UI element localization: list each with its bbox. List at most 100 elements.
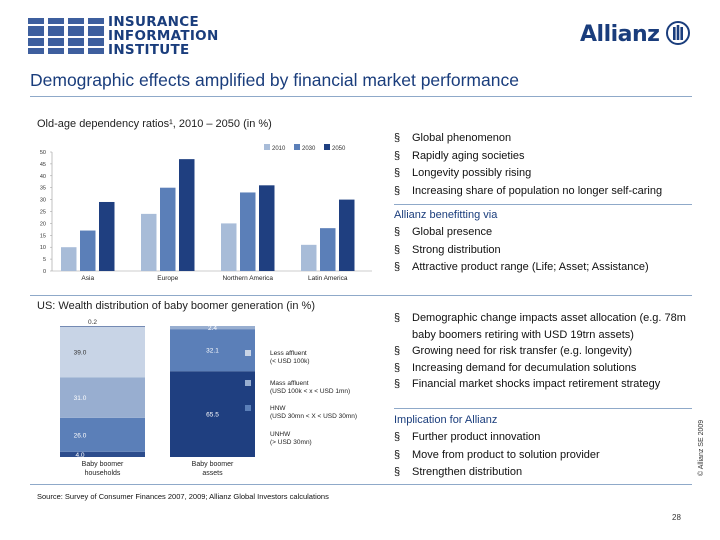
bar-2050-europe xyxy=(179,159,195,271)
bullet-top-1: Global phenomenon xyxy=(394,130,704,148)
bullet-top-3: Longevity possibly rising xyxy=(394,165,704,183)
legend-label-line2: (USD 30mn < X < USD 30mn) xyxy=(270,413,357,420)
copyright: © Allianz SE 2009 xyxy=(698,419,705,476)
stack-segment xyxy=(60,451,145,457)
bullet-impl-3: Strengthen distribution xyxy=(394,464,694,482)
y-tick-label: 30 xyxy=(40,198,46,204)
separator-4 xyxy=(30,484,692,485)
data-label: 31.0 xyxy=(74,395,87,402)
implication-heading: Implication for Allianz xyxy=(394,414,498,426)
x-tick-label: Northern America xyxy=(222,275,273,282)
legend-swatch-2010 xyxy=(264,144,270,150)
x-tick-label-line1: Baby boomer xyxy=(192,461,234,468)
bar-2030-northern-america xyxy=(240,192,256,271)
stack-segment xyxy=(60,326,145,378)
legend-swatch xyxy=(245,405,251,411)
data-label: 39.0 xyxy=(74,349,87,356)
bullets-implication: Further product innovation Move from pro… xyxy=(394,429,694,482)
x-tick-label-line2: assets xyxy=(202,470,223,477)
bullet-top-4: Increasing share of population no longer… xyxy=(394,183,704,201)
y-tick-label: 5 xyxy=(43,257,46,263)
bullets-top: Global phenomenon Rapidly aging societie… xyxy=(394,130,704,200)
bar-2050-latin-america xyxy=(339,199,355,271)
bullet-mid-3: Increasing demand for decumulation solut… xyxy=(394,360,696,377)
benefit-heading: Allianz benefitting via xyxy=(394,209,498,221)
x-tick-label: Europe xyxy=(157,275,178,282)
legend-label: UNHW xyxy=(270,431,291,438)
legend-label: HNW xyxy=(270,405,286,412)
bullet-benefit-3: Attractive product range (Life; Asset; A… xyxy=(394,259,704,277)
legend-label: Mass affluent xyxy=(270,380,309,387)
x-tick-label-line1: Baby boomer xyxy=(82,461,124,468)
bullets-benefit: Global presence Strong distribution Attr… xyxy=(394,224,704,277)
bullet-impl-2: Move from product to solution provider xyxy=(394,447,694,465)
iii-line-2: INFORMATION xyxy=(108,28,219,44)
bar-2030-europe xyxy=(160,187,176,271)
legend-label-line2: (< USD 100k) xyxy=(270,358,310,365)
legend-label-2050: 2050 xyxy=(332,146,346,152)
y-tick-label: 20 xyxy=(40,221,46,227)
legend-label: Less affluent xyxy=(270,350,307,357)
x-tick-label: Latin America xyxy=(308,275,348,282)
stack-segment xyxy=(60,326,145,327)
legend-swatch-2050 xyxy=(324,144,330,150)
legend-label-2030: 2030 xyxy=(302,146,316,152)
data-label: 4.0 xyxy=(75,452,84,459)
y-tick-label: 10 xyxy=(40,245,46,251)
y-tick-label: 35 xyxy=(40,186,46,192)
bar-2010-latin-america xyxy=(301,244,317,271)
y-tick-label: 0 xyxy=(43,269,46,275)
iii-line-3: INSTITUTE xyxy=(108,42,190,58)
bar-2010-europe xyxy=(141,213,157,271)
bullet-mid-4: Financial market shocks impact retiremen… xyxy=(394,376,696,393)
stack-segment xyxy=(170,371,255,457)
stack-segment xyxy=(170,329,255,372)
legend-swatch xyxy=(245,350,251,356)
source-note: Source: Survey of Consumer Finances 2007… xyxy=(37,492,329,501)
bar-2050-northern-america xyxy=(259,185,275,271)
top-chart-subtitle: Old-age dependency ratios¹, 2010 – 2050 … xyxy=(37,118,272,130)
legend-swatch xyxy=(245,380,251,386)
legend-label-line2: (> USD 30mn) xyxy=(270,439,312,446)
bullet-benefit-2: Strong distribution xyxy=(394,242,704,260)
bullet-top-2: Rapidly aging societies xyxy=(394,148,704,166)
wealth-distribution-chart: 4.0 26.0 31.0 39.0 0.2 Baby boomer households 6… xyxy=(60,319,357,477)
bar-2050-asia xyxy=(99,201,115,271)
title-rule xyxy=(30,96,692,97)
separator-1 xyxy=(394,204,692,205)
iii-line-1: INSURANCE xyxy=(108,14,199,30)
stack-segment xyxy=(60,377,145,418)
data-label: 65.5 xyxy=(206,412,219,419)
allianz-logo: Allianz xyxy=(580,21,690,47)
y-tick-label: 15 xyxy=(40,233,46,239)
y-tick-label: 40 xyxy=(40,174,46,180)
iii-logo xyxy=(28,18,104,54)
x-tick-label: Asia xyxy=(81,275,94,282)
bottom-chart-subtitle: US: Wealth distribution of baby boomer g… xyxy=(37,300,315,312)
y-tick-label: 50 xyxy=(40,150,46,156)
separator-3 xyxy=(394,408,692,409)
legend-swatch-2030 xyxy=(294,144,300,150)
data-label: 0.2 xyxy=(88,319,97,326)
bullet-mid-2: Growing need for risk transfer (e.g. lon… xyxy=(394,343,696,360)
stack-segment xyxy=(60,417,145,452)
y-tick-label: 45 xyxy=(40,162,46,168)
y-tick-label: 25 xyxy=(40,210,46,216)
bullet-mid-1: Demographic change impacts asset allocat… xyxy=(394,310,696,343)
legend-label-2010: 2010 xyxy=(272,146,286,152)
page-number: 28 xyxy=(672,513,681,522)
legend-swatch xyxy=(245,431,251,437)
legend-label-line2: (USD 100k < x < USD 1mn) xyxy=(270,388,350,395)
dependency-ratio-chart: 0 5 10 15 20 25 30 35 40 45 50 Asia Europe Northern A… xyxy=(40,144,372,282)
data-label: 26.0 xyxy=(74,432,87,439)
bar-2030-asia xyxy=(80,230,96,271)
allianz-logo-text: Allianz xyxy=(580,22,660,47)
x-tick-label-line2: households xyxy=(85,470,121,477)
bullet-benefit-1: Global presence xyxy=(394,224,704,242)
separator-2 xyxy=(30,295,692,296)
bullets-mid: Demographic change impacts asset allocat… xyxy=(394,310,696,393)
allianz-eagle-icon xyxy=(665,21,690,45)
bar-2010-asia xyxy=(61,247,77,271)
bar-2010-northern-america xyxy=(221,223,237,271)
iii-logo-text: INSURANCE INFORMATION INSTITUTE xyxy=(108,15,219,57)
